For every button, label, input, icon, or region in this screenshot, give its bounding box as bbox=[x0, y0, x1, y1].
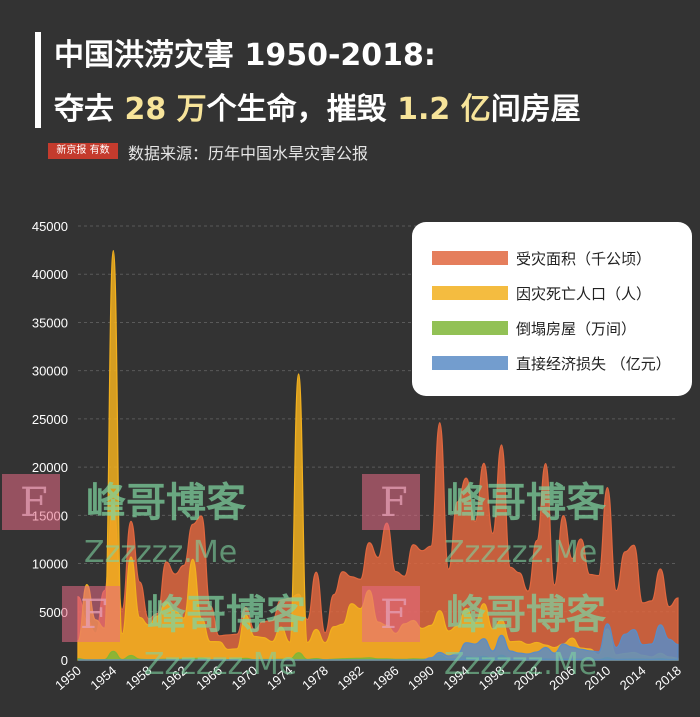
x-tick-1974: 1974 bbox=[264, 663, 296, 693]
y-tick-35000: 35000 bbox=[32, 315, 68, 330]
x-tick-2018: 2018 bbox=[652, 663, 684, 693]
x-tick-1962: 1962 bbox=[158, 663, 190, 693]
legend-swatch-area bbox=[432, 251, 508, 265]
legend-item-deaths: 因灾死亡人口（人） bbox=[432, 283, 651, 303]
title-part-a: 夺去 bbox=[54, 92, 125, 127]
y-tick-0: 0 bbox=[61, 653, 68, 668]
x-tick-2014: 2014 bbox=[617, 663, 649, 693]
title-accent-bar bbox=[35, 32, 41, 128]
x-tick-1982: 1982 bbox=[334, 663, 366, 693]
y-tick-30000: 30000 bbox=[32, 364, 68, 379]
source-note: 数据来源：历年中国水旱灾害公报 bbox=[128, 144, 369, 163]
y-tick-15000: 15000 bbox=[32, 508, 68, 523]
x-tick-1978: 1978 bbox=[299, 663, 331, 693]
x-tick-1966: 1966 bbox=[193, 663, 225, 693]
legend-label-deaths: 因灾死亡人口（人） bbox=[516, 284, 652, 303]
x-tick-1958: 1958 bbox=[123, 663, 155, 693]
legend-item-area: 受灾面积（千公顷） bbox=[432, 248, 651, 268]
y-tick-40000: 40000 bbox=[32, 267, 68, 282]
title-highlight-deaths: 28 万 bbox=[124, 92, 207, 127]
brand-logo: 新京报 有数 bbox=[48, 143, 118, 159]
series-area-loss bbox=[78, 623, 679, 661]
legend-label-loss: 直接经济损失 （亿元） bbox=[516, 354, 671, 373]
x-tick-1950: 1950 bbox=[52, 663, 84, 693]
x-tick-1986: 1986 bbox=[370, 663, 402, 693]
x-tick-2002: 2002 bbox=[511, 663, 543, 693]
title-part-c: 个生命，摧毁 bbox=[206, 92, 398, 127]
y-tick-10000: 10000 bbox=[32, 557, 68, 572]
legend-item-houses: 倒塌房屋（万间） bbox=[432, 318, 636, 338]
title-part-e: 间房屋 bbox=[490, 92, 581, 127]
y-tick-20000: 20000 bbox=[32, 460, 68, 475]
legend-label-houses: 倒塌房屋（万间） bbox=[516, 319, 637, 338]
chart-legend: 受灾面积（千公顷） 因灾死亡人口（人） 倒塌房屋（万间） 直接经济损失 （亿元） bbox=[412, 222, 692, 396]
y-tick-25000: 25000 bbox=[32, 412, 68, 427]
legend-swatch-deaths bbox=[432, 286, 508, 300]
title-highlight-houses: 1.2 亿 bbox=[397, 92, 491, 127]
x-axis: 1950 1954 1958 1962 1966 1970 1974 1978 1982 1986… bbox=[52, 663, 684, 693]
legend-item-loss: 直接经济损失 （亿元） bbox=[432, 353, 671, 373]
x-tick-2006: 2006 bbox=[546, 663, 578, 693]
page-title-line-1: 中国洪涝灾害 1950-2018: bbox=[54, 38, 436, 73]
x-tick-1970: 1970 bbox=[229, 663, 261, 693]
series-area-deaths bbox=[77, 250, 679, 661]
page-title-line-2: 夺去 28 万个生命，摧毁 1.2 亿间房屋 bbox=[54, 84, 581, 128]
x-tick-1994: 1994 bbox=[440, 663, 472, 693]
y-tick-45000: 45000 bbox=[32, 219, 68, 234]
legend-swatch-loss bbox=[432, 356, 508, 370]
x-tick-1998: 1998 bbox=[476, 663, 508, 693]
x-tick-2010: 2010 bbox=[582, 663, 614, 693]
legend-swatch-houses bbox=[432, 321, 508, 335]
x-tick-1954: 1954 bbox=[87, 663, 119, 693]
x-tick-1990: 1990 bbox=[405, 663, 437, 693]
y-tick-5000: 5000 bbox=[39, 605, 68, 620]
y-axis: 0 5000 10000 15000 20000 25000 30000 35000 40000… bbox=[32, 219, 68, 668]
legend-label-area: 受灾面积（千公顷） bbox=[516, 249, 652, 268]
